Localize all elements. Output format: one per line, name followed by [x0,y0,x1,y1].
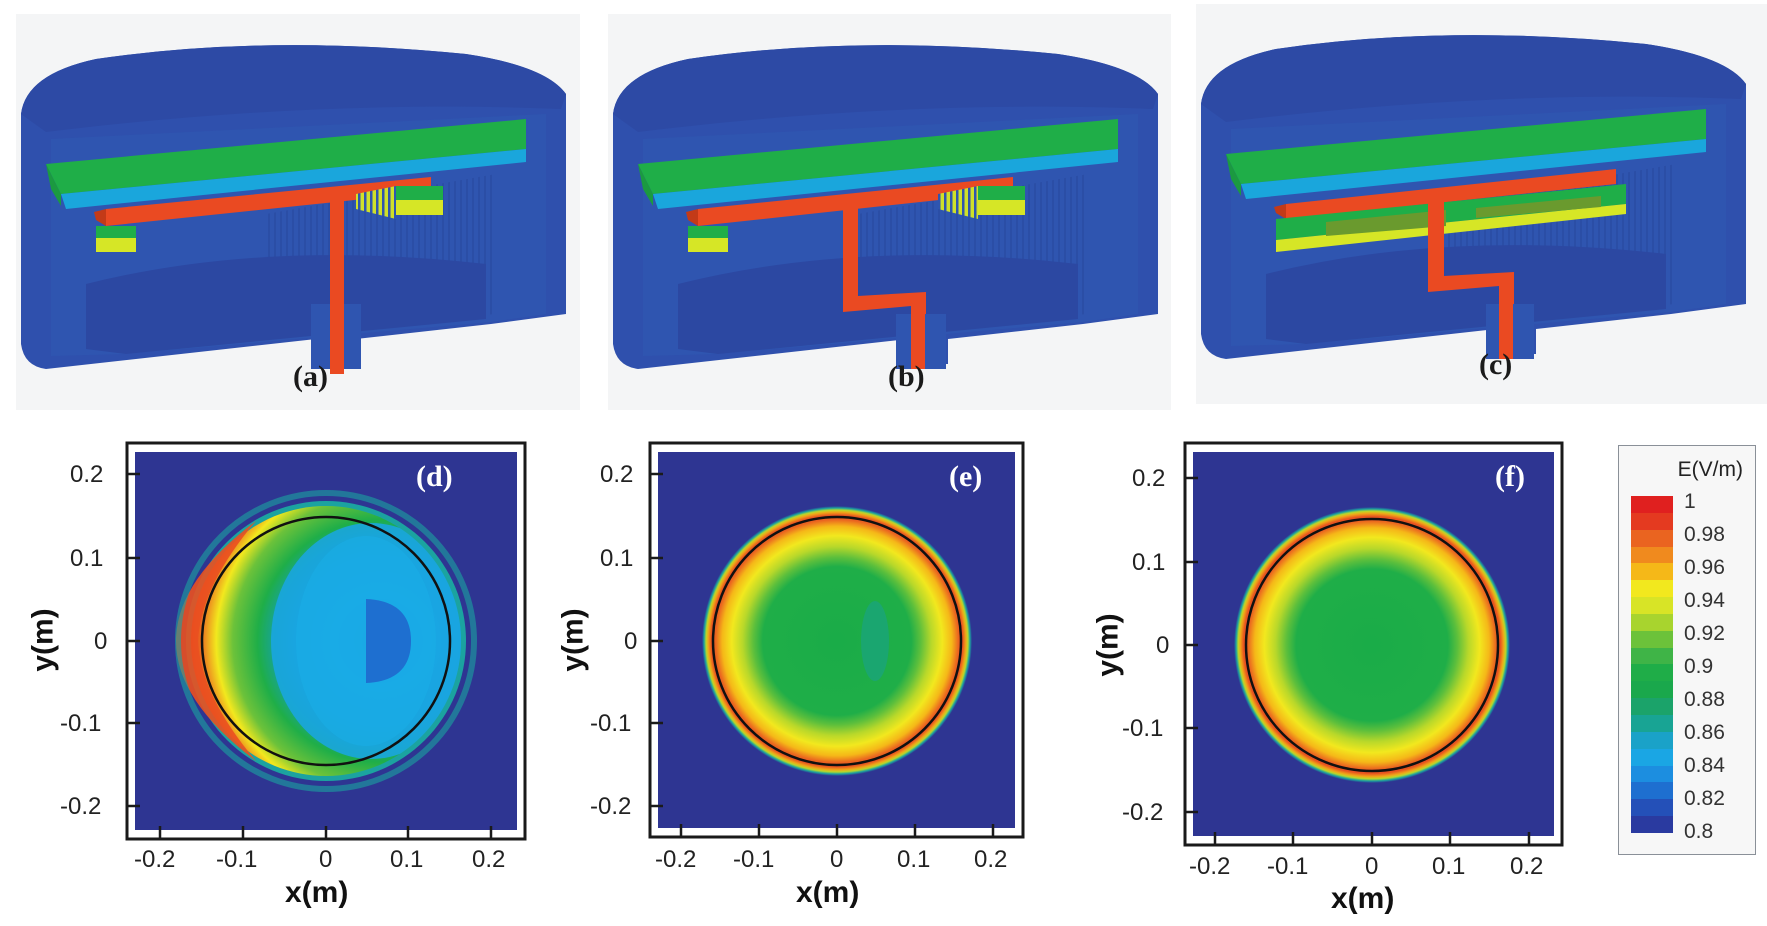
e-xtick-1: -0.1 [733,846,775,873]
legend-level-10: 0.8 [1684,820,1714,843]
f-ytick-1: 0.1 [1132,549,1166,576]
colorbar-swatch [1631,546,1673,564]
colorbar-swatch [1631,597,1673,614]
d-ytick-4: -0.2 [60,793,102,820]
f-xtick-2: 0 [1365,853,1379,880]
colorbar-swatch [1631,782,1673,800]
colorbar-swatch [1631,613,1673,631]
panel-label-b: (b) [888,360,925,393]
e-ylabel: y(m) [556,608,590,672]
plot-d [125,441,527,841]
panel-label-f: (f) [1495,460,1525,493]
panel-label-e: (e) [949,460,983,493]
legend-level-7: 0.86 [1684,721,1725,744]
colorbar-swatch [1631,799,1673,817]
colorbar-legend: E(V/m) 1 0.98 0.96 0.94 0.92 0.9 0.88 0.… [1618,445,1756,855]
d-ylabel: y(m) [26,608,60,672]
legend-level-8: 0.84 [1684,754,1725,777]
colorbar-swatch [1631,529,1673,547]
legend-level-2: 0.96 [1684,556,1725,579]
f-ytick-4: -0.2 [1122,799,1164,826]
d-xtick-4: 0.2 [472,846,506,873]
e-xtick-3: 0.1 [897,846,931,873]
e-ytick-3: -0.1 [590,710,632,737]
legend-level-6: 0.88 [1684,688,1725,711]
colorbar-swatch [1631,512,1673,530]
d-ytick-1: 0.1 [70,545,104,572]
f-xtick-0: -0.2 [1189,853,1231,880]
colorbar-swatch [1631,748,1673,766]
f-ytick-3: -0.1 [1122,715,1164,742]
legend-level-4: 0.92 [1684,622,1725,645]
legend-level-0: 1 [1684,490,1696,513]
panel-label-a: (a) [293,360,328,393]
e-xtick-4: 0.2 [974,846,1008,873]
f-ytick-0: 0.2 [1132,465,1166,492]
d-xtick-1: -0.1 [216,846,258,873]
plot-f [1183,441,1564,847]
colorbar-swatch [1631,681,1673,699]
d-xtick-3: 0.1 [390,846,424,873]
plot-e [648,441,1025,839]
d-ytick-3: -0.1 [60,710,102,737]
colorbar-swatch [1631,698,1673,715]
colorbar-swatch [1631,731,1673,749]
e-xlabel: x(m) [796,876,860,909]
d-ytick-2: 0 [94,628,108,655]
d-xtick-2: 0 [319,846,333,873]
d-xlabel: x(m) [285,876,349,909]
e-ytick-2: 0 [624,628,638,655]
colorbar-swatch [1631,816,1673,833]
panel-label-d: (d) [416,460,453,493]
colorbar-swatch [1631,647,1673,665]
e-ytick-4: -0.2 [590,793,632,820]
colorbar-swatch [1631,714,1673,732]
d-ytick-0: 0.2 [70,461,104,488]
f-xlabel: x(m) [1331,882,1395,915]
panel-label-c: (c) [1479,348,1513,381]
f-ylabel: y(m) [1091,613,1125,677]
colorbar-swatch [1631,580,1673,598]
e-ytick-1: 0.1 [600,545,634,572]
e-xtick-0: -0.2 [655,846,697,873]
colorbar [1631,496,1673,833]
colorbar-swatch [1631,664,1673,682]
colorbar-swatch [1631,765,1673,783]
legend-level-1: 0.98 [1684,523,1725,546]
legend-level-9: 0.82 [1684,787,1725,810]
legend-title: E(V/m) [1677,458,1743,481]
f-xtick-4: 0.2 [1510,853,1544,880]
legend-level-5: 0.9 [1684,655,1714,678]
f-xtick-1: -0.1 [1267,853,1309,880]
legend-level-3: 0.94 [1684,589,1725,612]
f-ytick-2: 0 [1156,632,1170,659]
colorbar-swatch [1631,563,1673,581]
d-xtick-0: -0.2 [134,846,176,873]
colorbar-swatch [1631,630,1673,648]
e-xtick-2: 0 [830,846,844,873]
e-ytick-0: 0.2 [600,461,634,488]
f-xtick-3: 0.1 [1432,853,1466,880]
colorbar-swatch [1631,496,1673,513]
